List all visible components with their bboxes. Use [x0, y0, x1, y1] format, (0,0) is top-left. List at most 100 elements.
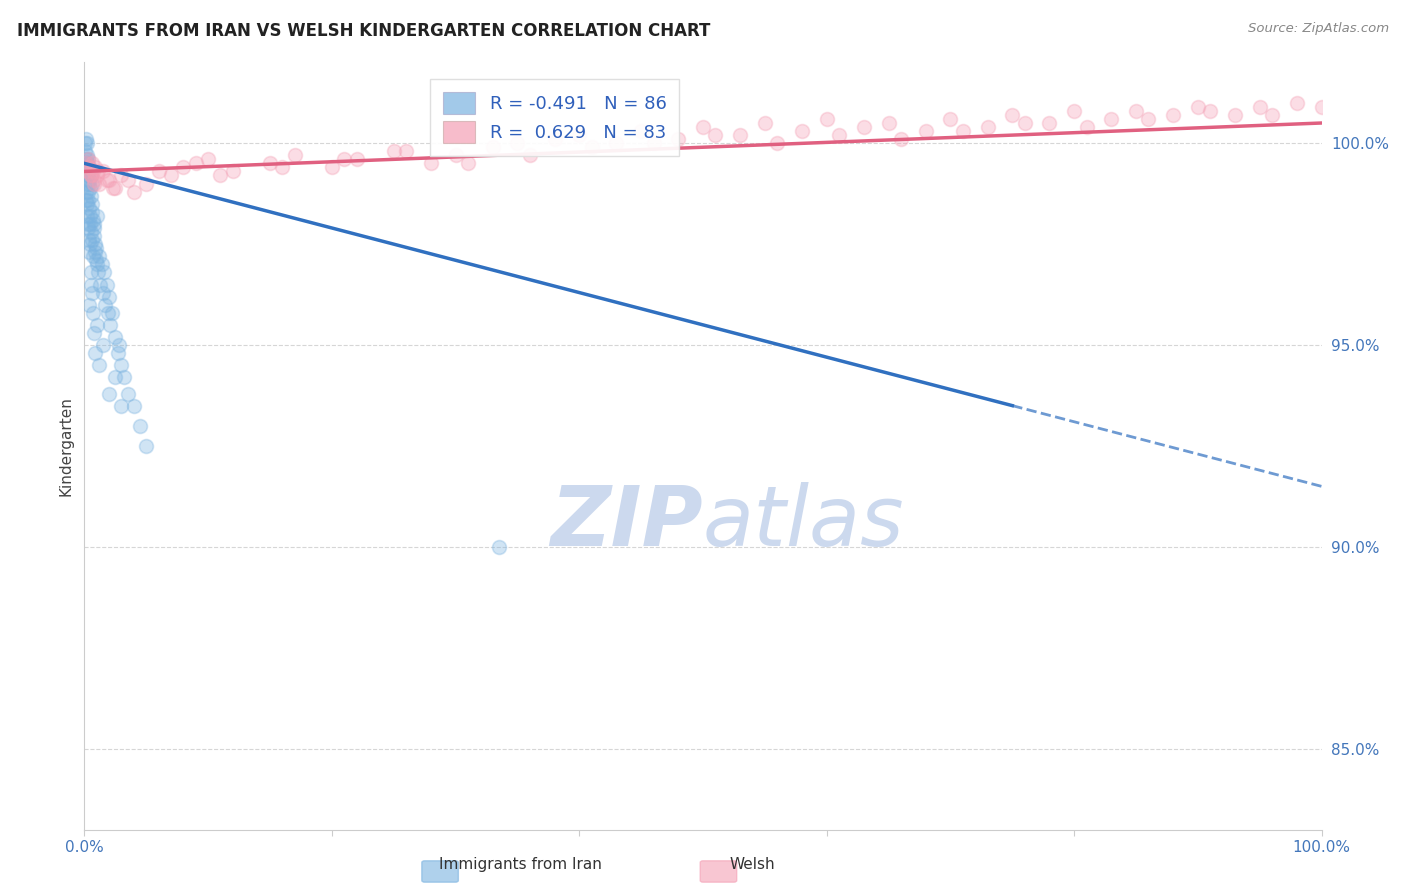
- Text: IMMIGRANTS FROM IRAN VS WELSH KINDERGARTEN CORRELATION CHART: IMMIGRANTS FROM IRAN VS WELSH KINDERGART…: [17, 22, 710, 40]
- Text: ZIP: ZIP: [550, 483, 703, 563]
- Point: [91, 338, 114, 352]
- Point: [209, 169, 232, 183]
- Point: [104, 370, 127, 384]
- Point: [222, 164, 245, 178]
- Text: atlas: atlas: [703, 483, 904, 563]
- Point: [1249, 100, 1271, 114]
- Point: [79, 169, 101, 183]
- Point: [79, 237, 101, 252]
- Point: [76, 185, 98, 199]
- Point: [79, 245, 101, 260]
- Point: [77, 153, 100, 167]
- Point: [828, 128, 851, 142]
- Point: [728, 128, 751, 142]
- Point: [444, 148, 467, 162]
- Point: [117, 386, 139, 401]
- Point: [419, 156, 441, 170]
- Point: [346, 153, 368, 167]
- Point: [98, 318, 121, 332]
- Point: [666, 132, 689, 146]
- Point: [79, 180, 101, 194]
- Point: [77, 153, 100, 167]
- Point: [82, 213, 104, 227]
- Point: [76, 148, 98, 162]
- Point: [117, 172, 139, 186]
- Point: [79, 169, 101, 183]
- Point: [98, 386, 121, 401]
- Point: [110, 169, 132, 183]
- Point: [76, 209, 98, 223]
- Point: [84, 161, 107, 175]
- Point: [79, 209, 101, 223]
- Point: [122, 185, 145, 199]
- Point: [98, 172, 121, 186]
- Point: [91, 285, 114, 300]
- Point: [80, 277, 103, 292]
- Text: Welsh: Welsh: [730, 857, 775, 872]
- Point: [104, 330, 127, 344]
- Point: [82, 164, 104, 178]
- Point: [82, 249, 104, 263]
- Point: [76, 156, 98, 170]
- Point: [83, 326, 105, 340]
- Point: [77, 169, 100, 183]
- Point: [86, 169, 108, 183]
- Y-axis label: Kindergarten: Kindergarten: [58, 396, 73, 496]
- Point: [1285, 95, 1308, 110]
- Point: [80, 225, 103, 239]
- Point: [1038, 116, 1060, 130]
- Point: [75, 156, 97, 170]
- Point: [605, 136, 627, 151]
- Point: [84, 346, 107, 360]
- Point: [519, 148, 541, 162]
- Point: [76, 164, 98, 178]
- Point: [643, 136, 665, 151]
- Point: [581, 140, 603, 154]
- Point: [77, 161, 100, 175]
- Point: [76, 136, 98, 151]
- Point: [481, 140, 503, 154]
- Point: [84, 241, 107, 255]
- Point: [82, 204, 104, 219]
- Point: [77, 298, 100, 312]
- Point: [79, 188, 101, 202]
- Point: [107, 346, 129, 360]
- Point: [80, 169, 103, 183]
- Point: [83, 237, 105, 252]
- Point: [89, 249, 111, 263]
- Point: [135, 177, 157, 191]
- Point: [1199, 103, 1222, 118]
- Point: [1161, 108, 1184, 122]
- Point: [83, 172, 105, 186]
- Point: [82, 306, 104, 320]
- Point: [172, 161, 194, 175]
- Text: Source: ZipAtlas.com: Source: ZipAtlas.com: [1249, 22, 1389, 36]
- Point: [82, 177, 104, 191]
- Point: [77, 177, 100, 191]
- Point: [704, 128, 727, 142]
- Point: [568, 128, 591, 142]
- Point: [148, 164, 170, 178]
- Point: [73, 145, 96, 159]
- Point: [80, 233, 103, 247]
- Point: [1125, 103, 1147, 118]
- Point: [90, 257, 112, 271]
- Point: [87, 164, 110, 178]
- Point: [1099, 112, 1122, 126]
- Point: [75, 193, 97, 207]
- Point: [75, 161, 97, 175]
- Point: [75, 132, 97, 146]
- Point: [939, 112, 962, 126]
- Point: [890, 132, 912, 146]
- Point: [76, 217, 98, 231]
- Point: [284, 148, 307, 162]
- Point: [1001, 108, 1024, 122]
- Point: [77, 201, 100, 215]
- Point: [852, 120, 875, 134]
- Point: [80, 196, 103, 211]
- Point: [184, 156, 207, 170]
- Point: [77, 221, 100, 235]
- Point: [101, 180, 124, 194]
- Point: [1137, 112, 1160, 126]
- Point: [80, 285, 103, 300]
